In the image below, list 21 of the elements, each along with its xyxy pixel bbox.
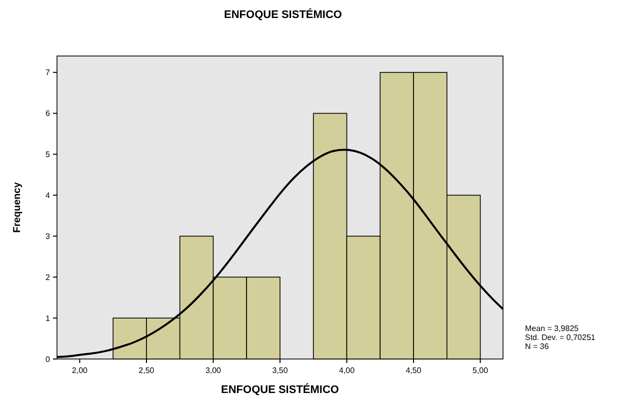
x-tick-label: 5,00 (472, 366, 489, 375)
x-tick-label: 2,00 (72, 366, 88, 375)
text: Std. Dev. = 0,70251 (525, 333, 596, 342)
x-tick-label: 3,00 (205, 366, 222, 375)
x-tick-label: 3,50 (272, 366, 288, 375)
y-tick-label: 0 (46, 354, 51, 364)
y-tick-label: 5 (46, 150, 51, 160)
x-axis-title: ENFOQUE SISTÉMICO (221, 383, 340, 396)
y-tick-label: 4 (46, 191, 51, 200)
text: N = 36 (525, 342, 550, 351)
chart-title: ENFOQUE SISTÉMICO (224, 8, 342, 21)
y-tick-label: 1 (46, 314, 51, 323)
y-tick-label: 6 (46, 109, 51, 118)
x-tick-label: 4,00 (338, 366, 356, 375)
y-tick-label: 7 (46, 68, 51, 78)
x-tick-label: 2,50 (138, 366, 155, 375)
text: Mean = 3,9825 (525, 324, 580, 333)
x-tick-label: 4,50 (406, 366, 422, 375)
y-tick-label: 3 (46, 232, 51, 241)
y-axis-title: Frequency (12, 182, 23, 233)
y-tick-label: 2 (46, 272, 51, 282)
